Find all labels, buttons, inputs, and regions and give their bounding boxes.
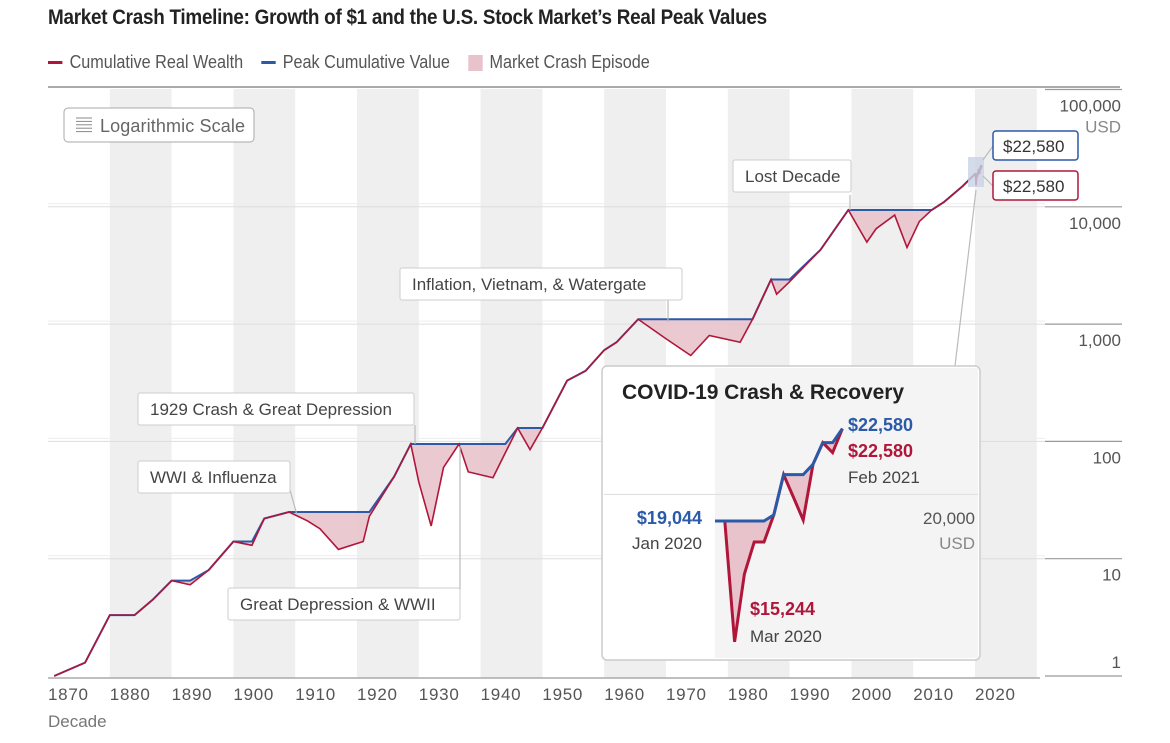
log-scale-badge bbox=[63, 107, 255, 143]
lost-decade-label: Lost Decade bbox=[745, 167, 840, 186]
x-tick-label: 1980 bbox=[728, 685, 768, 704]
inset-crash-area bbox=[715, 428, 843, 642]
y-tick-label: 1 bbox=[1112, 653, 1121, 672]
x-tick-label: 2020 bbox=[975, 685, 1015, 704]
x-tick-label: 2010 bbox=[913, 685, 953, 704]
legend-item-wealth: Cumulative Real Wealth bbox=[48, 52, 243, 73]
x-tick-label: 1890 bbox=[172, 685, 212, 704]
inset-leader bbox=[954, 189, 977, 367]
end-wealth-box bbox=[992, 170, 1079, 201]
inset-start-value: $19,044 bbox=[637, 508, 702, 528]
x-tick-label: 2000 bbox=[851, 685, 891, 704]
great-depression-wwii-label: Great Depression & WWII bbox=[240, 595, 436, 614]
lost-decade-box bbox=[732, 159, 852, 193]
x-tick-label: 1920 bbox=[357, 685, 397, 704]
end-peak-box bbox=[992, 130, 1079, 161]
end-peak-leader bbox=[982, 145, 994, 161]
legend-item-crash: Market Crash Episode bbox=[467, 52, 650, 73]
inset-gridline-unit: USD bbox=[939, 534, 975, 553]
wwi-influenza-label: WWI & Influenza bbox=[150, 468, 277, 487]
inset-highlight bbox=[968, 157, 984, 187]
chart-title: Market Crash Timeline: Growth of $1 and … bbox=[48, 6, 767, 29]
inset-start-date: Jan 2020 bbox=[632, 534, 702, 553]
x-axis-label: Decade bbox=[48, 712, 107, 731]
wwi-influenza-box bbox=[137, 460, 291, 494]
decade-band bbox=[233, 89, 296, 678]
x-tick-label: 1950 bbox=[542, 685, 582, 704]
inset-title: COVID-19 Crash & Recovery bbox=[622, 381, 904, 404]
legend-swatch-crash bbox=[467, 54, 483, 71]
x-tick-label: 1870 bbox=[48, 685, 88, 704]
wwi-leader bbox=[289, 489, 298, 516]
decade-band bbox=[109, 89, 172, 678]
x-tick-label: 1960 bbox=[604, 685, 644, 704]
inset-gridline-label: 20,000 bbox=[923, 509, 975, 528]
crash-1929-great-depression-box bbox=[137, 392, 415, 426]
x-tick-label: 1910 bbox=[295, 685, 335, 704]
x-tick-label: 1940 bbox=[481, 685, 521, 704]
inset-peak-line bbox=[715, 427, 844, 523]
y-tick-label: 1,000 bbox=[1078, 331, 1121, 350]
log-scale-label: Logarithmic Scale bbox=[100, 116, 245, 136]
y-tick-label: 10 bbox=[1102, 566, 1121, 585]
legend-label-wealth: Cumulative Real Wealth bbox=[69, 52, 244, 72]
inset-end-date: Feb 2021 bbox=[848, 468, 920, 487]
inset-low-value: $15,244 bbox=[750, 599, 815, 619]
end-peak-value: $22,580 bbox=[1003, 137, 1064, 156]
inflation-vietnam-watergate-label: Inflation, Vietnam, & Watergate bbox=[412, 275, 646, 294]
crash-episode-area bbox=[54, 165, 982, 677]
x-tick-label: 1900 bbox=[233, 685, 273, 704]
y-tick-label: 100,000 bbox=[1060, 97, 1121, 116]
y-tick-label: 100 bbox=[1093, 448, 1121, 467]
legend-swatch-peak bbox=[261, 61, 276, 64]
legend: Cumulative Real Wealth Peak Cumulative V… bbox=[48, 52, 650, 73]
inset-low-date: Mar 2020 bbox=[750, 627, 822, 646]
x-tick-label: 1990 bbox=[790, 685, 830, 704]
legend-label-crash: Market Crash Episode bbox=[489, 52, 650, 72]
inset-end-peak-value: $22,580 bbox=[848, 415, 913, 435]
y-tick-label: 10,000 bbox=[1069, 214, 1121, 233]
end-wealth-value: $22,580 bbox=[1003, 177, 1064, 196]
x-tick-label: 1880 bbox=[110, 685, 150, 704]
x-tick-label: 1930 bbox=[419, 685, 459, 704]
great-depression-wwii-box bbox=[227, 587, 461, 621]
legend-label-peak: Peak Cumulative Value bbox=[282, 52, 450, 72]
legend-item-peak: Peak Cumulative Value bbox=[261, 52, 450, 73]
inset-end-wealth-value: $22,580 bbox=[848, 441, 913, 461]
decade-band bbox=[357, 89, 419, 678]
y-unit-label: USD bbox=[1085, 118, 1121, 137]
decade-band bbox=[480, 89, 543, 678]
end-wealth-leader bbox=[982, 175, 994, 187]
inset-band bbox=[715, 368, 978, 658]
inflation-vietnam-watergate-box bbox=[399, 267, 683, 301]
x-tick-label: 1970 bbox=[666, 685, 706, 704]
legend-swatch-wealth bbox=[48, 61, 63, 64]
crash-1929-great-depression-label: 1929 Crash & Great Depression bbox=[150, 400, 392, 419]
